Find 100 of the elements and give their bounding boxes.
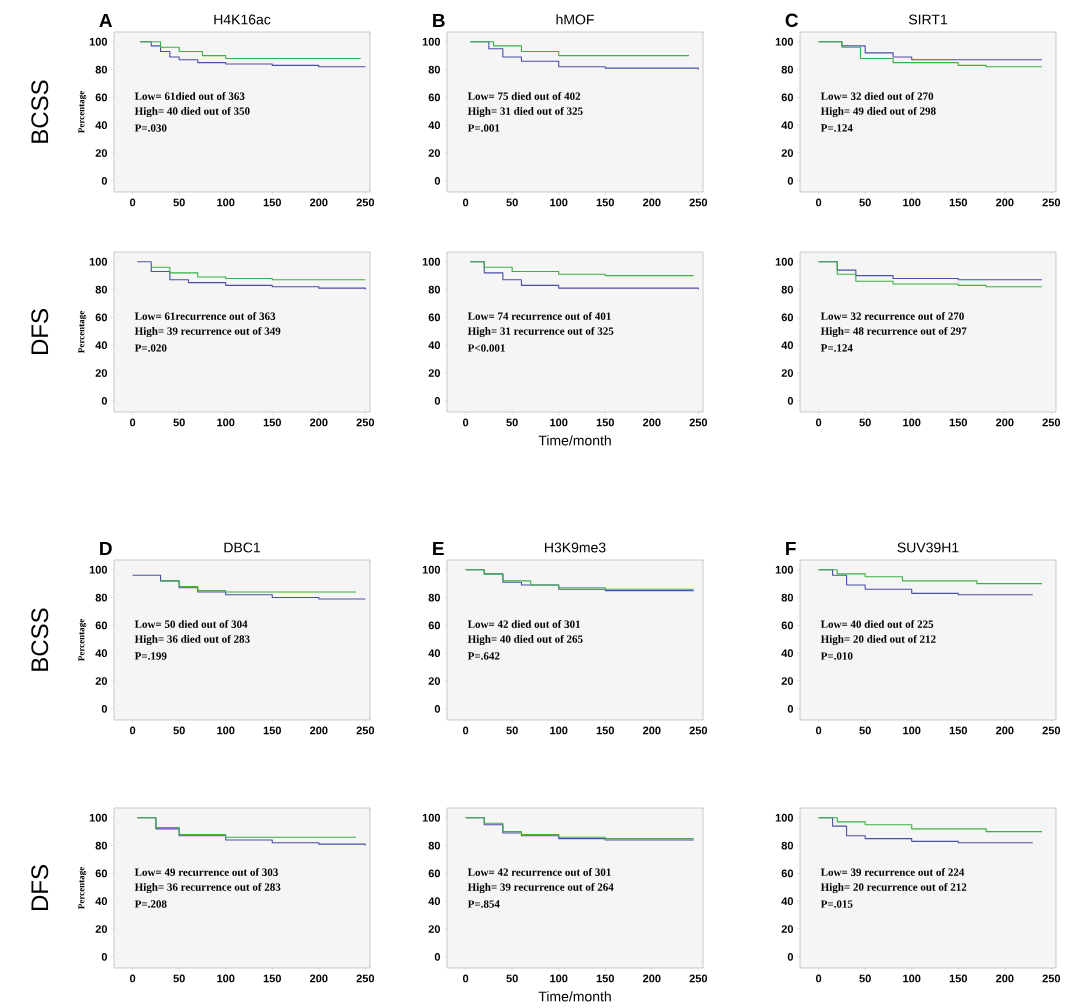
y-tick-label: 40 (95, 649, 108, 658)
x-tick-label: 50 (506, 726, 518, 735)
y-tick-label: 0 (787, 952, 794, 961)
y-tick-label: 0 (787, 704, 794, 713)
chart-title: SIRT1 (908, 14, 948, 25)
x-tick-label: 100 (550, 198, 568, 207)
y-tick-label: 0 (434, 952, 441, 961)
x-tick-label: 250 (356, 198, 375, 207)
y-tick-label: 60 (428, 93, 441, 102)
annotation: Low= 50 died out of 304 (134, 620, 248, 628)
y-tick-label: 100 (89, 565, 108, 574)
x-tick-label: 50 (859, 418, 871, 427)
annotation: Low= 42 died out of 301 (467, 620, 581, 628)
x-tick-label: 0 (463, 726, 469, 735)
annotation: High= 48 recurrence out of 297 (820, 326, 967, 338)
x-tick-label: 0 (816, 726, 822, 735)
annotation: P=.020 (134, 344, 167, 352)
x-tick-label: 50 (173, 418, 185, 427)
annotation: Low= 75 died out of 402 (467, 92, 581, 100)
text: BCSS (31, 80, 49, 143)
x-tick-label: 250 (689, 726, 708, 735)
x-tick-label: 150 (263, 726, 281, 735)
y-tick-label: 80 (428, 285, 441, 294)
annotation: P=.124 (820, 344, 853, 352)
y-tick-label: 100 (775, 257, 794, 266)
chart-title: hMOF (556, 14, 594, 25)
x-tick-label: 150 (949, 974, 967, 983)
y-tick-label: 0 (101, 952, 108, 961)
y-tick-label: 100 (422, 257, 441, 266)
annotation: High= 31 recurrence out of 325 (467, 326, 614, 338)
y-tick-label: 60 (781, 313, 794, 322)
y-axis-title: Percentage (78, 619, 87, 661)
x-tick-label: 100 (550, 974, 568, 983)
annotation: Low= 32 died out of 270 (820, 92, 934, 100)
y-tick-label: 40 (95, 121, 108, 130)
x-tick-label: 50 (506, 418, 518, 427)
y-tick-label: 0 (101, 176, 108, 185)
x-tick-label: 150 (596, 974, 614, 983)
y-tick-label: 80 (95, 65, 108, 74)
y-tick-label: 20 (781, 925, 794, 933)
y-tick-label: 20 (781, 149, 794, 157)
y-tick-label: 20 (428, 925, 441, 933)
x-tick-label: 250 (1042, 726, 1061, 735)
x-tick-label: 200 (996, 198, 1014, 207)
y-tick-label: 40 (428, 897, 441, 906)
y-tick-label: 20 (95, 925, 108, 933)
y-tick-label: 40 (95, 897, 108, 906)
x-tick-label: 200 (310, 198, 328, 207)
y-tick-label: 60 (95, 621, 108, 630)
x-tick-label: 150 (263, 198, 281, 207)
y-tick-label: 100 (89, 37, 108, 46)
annotation: Low= 42 recurrence out of 301 (467, 868, 611, 876)
y-tick-label: 0 (434, 704, 441, 713)
y-tick-label: 20 (428, 677, 441, 685)
y-tick-label: 40 (428, 649, 441, 658)
chart-title: DBC1 (224, 542, 260, 553)
text: B (433, 13, 445, 27)
annotation: High= 20 recurrence out of 212 (820, 882, 967, 894)
x-tick-label: 50 (173, 198, 185, 207)
x-tick-label: 200 (310, 726, 328, 735)
x-tick-label: 100 (903, 418, 921, 427)
annotation: P=.199 (134, 652, 167, 660)
y-tick-label: 100 (422, 813, 441, 822)
y-tick-label: 60 (781, 93, 794, 102)
x-tick-label: 50 (859, 198, 871, 207)
y-tick-label: 100 (775, 813, 794, 822)
chart-title: H4K16ac (214, 14, 271, 25)
y-tick-label: 20 (781, 677, 794, 685)
x-tick-label: 150 (949, 198, 967, 207)
text: DFS (31, 865, 49, 911)
x-tick-label: 150 (596, 418, 614, 427)
y-tick-label: 0 (787, 396, 794, 405)
y-tick-label: 100 (89, 813, 108, 822)
annotation: Low= 32 recurrence out of 270 (820, 312, 964, 320)
text: C (785, 13, 799, 27)
y-tick-label: 80 (781, 593, 794, 602)
x-tick-label: 100 (903, 198, 921, 207)
x-tick-label: 150 (949, 418, 967, 427)
x-tick-label: 50 (859, 974, 871, 983)
y-tick-label: 60 (428, 869, 441, 878)
x-axis-title: Time/month (538, 991, 611, 1002)
y-tick-label: 60 (428, 621, 441, 630)
x-tick-label: 200 (310, 418, 328, 427)
x-tick-label: 200 (996, 418, 1014, 427)
y-axis-title: Percentage (78, 311, 87, 353)
x-tick-label: 100 (217, 974, 235, 983)
annotation: P=.854 (467, 900, 500, 908)
y-tick-label: 20 (428, 149, 441, 157)
x-tick-label: 200 (310, 974, 328, 983)
annotation: High= 49 died out of 298 (820, 106, 936, 118)
x-tick-label: 200 (643, 418, 661, 427)
annotation: High= 40 died out of 265 (467, 634, 583, 646)
x-tick-label: 100 (550, 726, 568, 735)
y-tick-label: 80 (428, 593, 441, 602)
x-tick-label: 50 (173, 974, 185, 983)
y-tick-label: 80 (95, 841, 108, 850)
y-tick-label: 0 (434, 396, 441, 405)
x-tick-label: 150 (949, 726, 967, 735)
x-tick-label: 0 (130, 726, 136, 735)
annotation: High= 36 died out of 283 (134, 634, 250, 646)
